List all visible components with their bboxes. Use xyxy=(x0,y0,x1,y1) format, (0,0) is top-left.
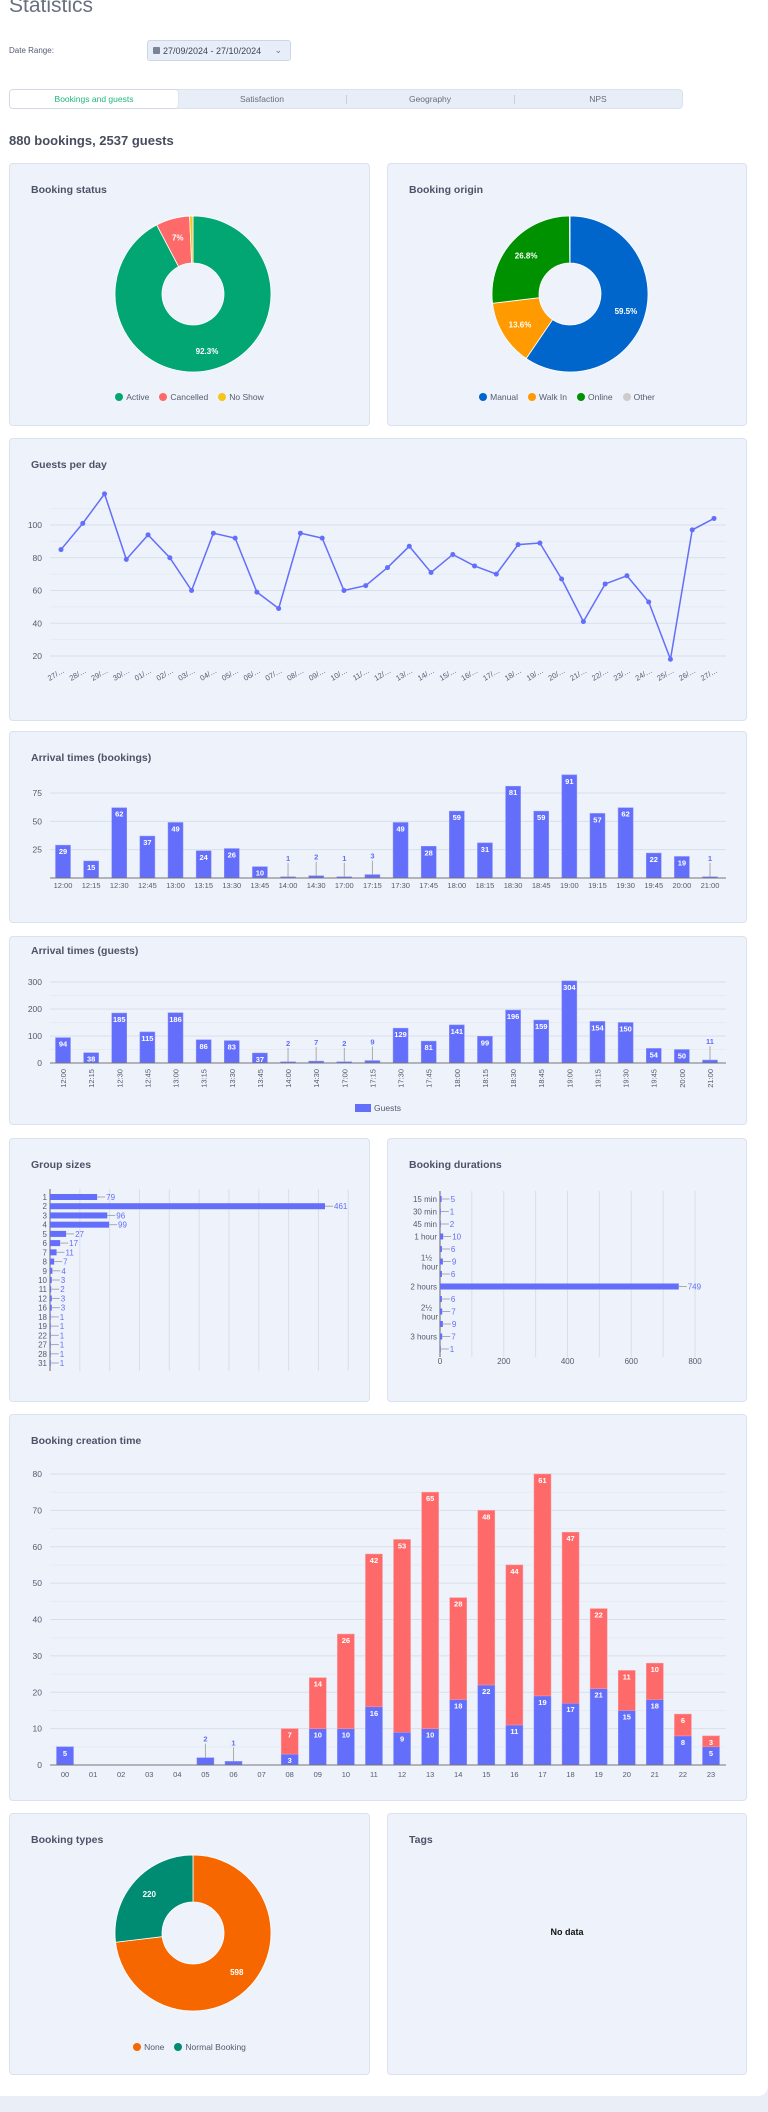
booking-types-card: Booking types None Normal Booking xyxy=(9,1813,370,2075)
group-sizes-card: Group sizes xyxy=(9,1138,370,1402)
tab-bar: Bookings and guests Satisfaction Geograp… xyxy=(9,89,683,109)
tab-satisfaction[interactable]: Satisfaction xyxy=(240,94,284,104)
legend-item-guests[interactable]: Guests xyxy=(355,1103,401,1113)
legend-swatch xyxy=(355,1104,372,1112)
no-data-message: No data xyxy=(550,1927,584,1937)
legend-label: Cancelled xyxy=(170,392,209,402)
date-range-label: Date Range: xyxy=(9,46,54,55)
legend-dot xyxy=(174,2043,183,2051)
booking-origin-card: Booking origin Manual Walk In Online Oth… xyxy=(387,163,747,426)
arrival-times-bookings-card: Arrival times (bookings) xyxy=(9,731,747,923)
calendar-icon xyxy=(153,47,160,54)
card-title: Arrival times (bookings) xyxy=(31,752,152,764)
legend-item-normal-booking[interactable]: Normal Booking xyxy=(174,2042,246,2052)
card-title: Tags xyxy=(409,1834,433,1846)
card-title: Booking durations xyxy=(409,1159,502,1171)
card-title: Booking types xyxy=(31,1834,104,1846)
legend-item-no-show[interactable]: No Show xyxy=(218,392,264,402)
legend-item-walk-in[interactable]: Walk In xyxy=(528,392,567,402)
date-range-value: 27/09/2024 - 27/10/2024 xyxy=(163,45,262,56)
chevron-down-icon: ⌄ xyxy=(274,45,282,55)
legend: Guests xyxy=(10,1103,746,1113)
legend-label: Guests xyxy=(374,1103,401,1113)
legend-label: None xyxy=(144,2042,165,2052)
legend-item-active[interactable]: Active xyxy=(115,392,149,402)
legend-dot xyxy=(218,393,227,401)
legend-dot xyxy=(115,393,124,401)
legend-dot xyxy=(528,393,536,401)
legend-item-manual[interactable]: Manual xyxy=(479,392,518,402)
tab-nps[interactable]: NPS xyxy=(514,90,682,108)
legend-label: Other xyxy=(633,392,655,402)
legend-dot xyxy=(479,393,488,401)
legend-dot xyxy=(159,393,168,401)
tab-geography[interactable]: Geography xyxy=(346,90,514,108)
tags-card: Tags No data xyxy=(387,1813,747,2075)
legend-item-cancelled[interactable]: Cancelled xyxy=(159,392,208,402)
legend-item-other[interactable]: Other xyxy=(622,392,655,402)
bookings-summary: 880 bookings, 2537 guests xyxy=(9,133,174,148)
legend-label: Online xyxy=(588,392,613,402)
legend: Active Cancelled No Show xyxy=(10,392,369,402)
legend-label: Manual xyxy=(490,392,518,402)
card-title: Booking creation time xyxy=(31,1435,142,1447)
arrival-times-guests-card: Arrival times (guests) Guests xyxy=(9,936,747,1125)
booking-durations-card: Booking durations xyxy=(387,1138,747,1402)
legend-label: Walk In xyxy=(539,392,568,402)
guests-per-day-card: Guests per day xyxy=(9,438,747,721)
legend-dot xyxy=(577,393,586,401)
booking-creation-time-card: Booking creation time xyxy=(9,1414,747,1801)
legend-label: Active xyxy=(126,392,150,402)
legend-item-none[interactable]: None xyxy=(133,2042,164,2052)
booking-status-card: Booking status Active Cancelled No Show xyxy=(9,163,370,426)
page-title: Statistics xyxy=(9,0,94,17)
legend-dot xyxy=(133,2043,142,2051)
legend-item-online[interactable]: Online xyxy=(577,392,613,402)
card-title: Group sizes xyxy=(31,1159,92,1171)
legend-dot xyxy=(622,393,631,401)
card-title: Arrival times (guests) xyxy=(31,945,139,957)
card-title: Booking origin xyxy=(409,184,484,196)
legend: None Normal Booking xyxy=(10,2042,369,2052)
card-title: Guests per day xyxy=(31,459,107,471)
legend: Manual Walk In Online Other xyxy=(388,392,746,402)
tab-bookings-and-guests[interactable]: Bookings and guests xyxy=(10,90,178,108)
legend-label: Normal Booking xyxy=(185,2042,246,2052)
date-range-picker[interactable]: 27/09/2024 - 27/10/2024 ⌄ xyxy=(147,40,291,61)
legend-label: No Show xyxy=(229,392,264,402)
card-title: Booking status xyxy=(31,184,107,196)
